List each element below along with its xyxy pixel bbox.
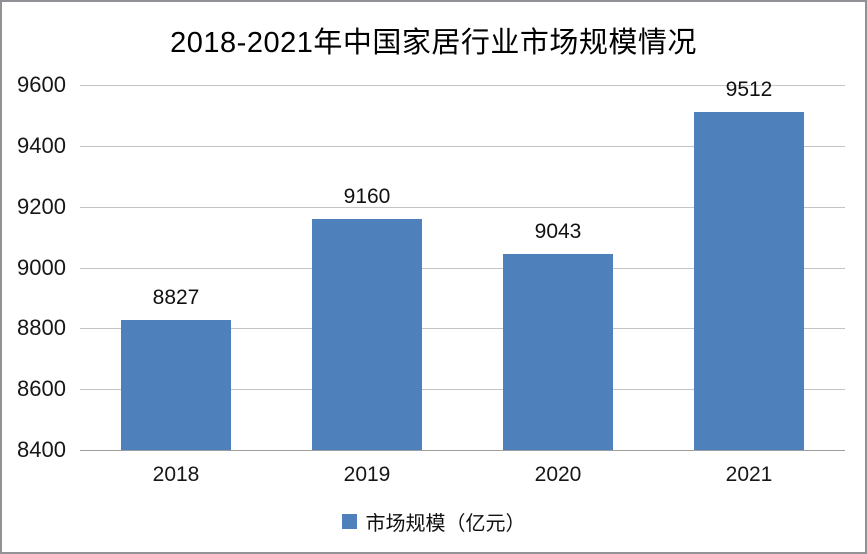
gridline	[80, 268, 845, 269]
bar-2018	[121, 320, 231, 450]
y-axis-tick-label: 9000	[17, 255, 66, 280]
y-axis-tick-label: 8600	[17, 376, 66, 401]
legend-marker-square-icon	[341, 514, 357, 529]
bar-value-label: 9043	[534, 220, 582, 243]
bar-value-label: 9160	[343, 185, 391, 208]
x-axis-tick-label: 2020	[534, 463, 582, 486]
bar-value-label: 9512	[725, 78, 773, 101]
gridline	[80, 328, 845, 329]
gridline	[80, 85, 845, 86]
y-axis-tick-label: 9400	[17, 133, 66, 158]
bar-2021	[694, 112, 804, 450]
x-axis-line	[80, 450, 845, 451]
gridline	[80, 146, 845, 147]
chart-title: 2018-2021年中国家居行业市场规模情况	[170, 27, 697, 59]
legend: 市场规模（亿元）	[2, 507, 865, 536]
bar-2020	[503, 254, 613, 450]
y-axis-tick-label: 8800	[17, 315, 66, 340]
gridline	[80, 389, 845, 390]
x-axis-tick-label: 2021	[725, 463, 773, 486]
y-axis-tick-label: 9600	[17, 72, 66, 97]
bar-2019	[312, 219, 422, 450]
bar-value-label: 8827	[152, 286, 200, 309]
y-axis-tick-label: 8400	[17, 437, 66, 462]
gridline	[80, 207, 845, 208]
x-axis-tick-label: 2018	[152, 463, 200, 486]
x-axis-tick-label: 2019	[343, 463, 391, 486]
y-axis-tick-label: 9200	[17, 194, 66, 219]
legend-label: 市场规模（亿元）	[365, 513, 526, 535]
